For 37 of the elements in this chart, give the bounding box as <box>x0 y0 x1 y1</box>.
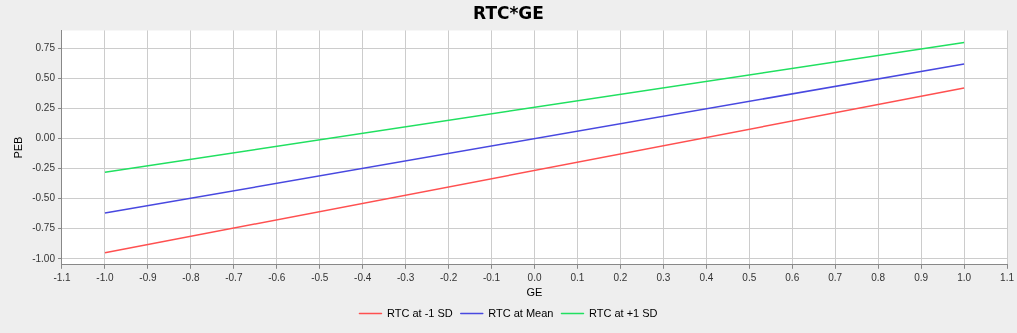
x-axis-title: GE <box>526 286 543 299</box>
x-tick-label: -0.9 <box>139 271 157 283</box>
legend-label: RTC at +1 SD <box>588 306 658 319</box>
y-tick-label: -1.00 <box>32 252 56 264</box>
x-tick-label: 1.1 <box>1000 271 1015 283</box>
x-tick-label: -0.6 <box>268 271 286 283</box>
x-tick-label: -0.1 <box>482 271 501 283</box>
x-tick-label: -0.3 <box>397 271 415 283</box>
x-tick-label: -0.5 <box>311 271 329 283</box>
x-tick-label: -1.0 <box>96 271 114 283</box>
x-tick-label: -0.7 <box>225 271 243 283</box>
x-tick-label: -0.8 <box>182 271 200 283</box>
chart-title: RTC*GE <box>473 2 544 23</box>
x-tick-label: 0.0 <box>527 271 542 283</box>
y-tick-label: -0.25 <box>32 162 56 174</box>
x-tick-label: 0.7 <box>828 271 843 283</box>
y-tick-label: -0.50 <box>32 192 56 204</box>
x-tick-label: 1.0 <box>957 271 972 283</box>
y-axis-title: PEB <box>11 136 24 159</box>
y-tick-label: 0.25 <box>35 102 56 114</box>
legend-label: RTC at Mean <box>488 306 554 319</box>
x-tick-label: -1.1 <box>53 271 72 283</box>
y-tick-label: 0.50 <box>35 72 56 84</box>
y-tick-label: 0.00 <box>35 132 56 144</box>
x-tick-label: 0.5 <box>742 271 757 283</box>
x-tick-label: 0.6 <box>785 271 800 283</box>
x-tick-label: 0.3 <box>656 271 671 283</box>
x-tick-label: 0.8 <box>871 271 886 283</box>
x-tick-label: -0.2 <box>439 271 458 283</box>
x-tick-label: 0.1 <box>570 271 585 283</box>
x-tick-label: 0.4 <box>699 271 714 283</box>
y-tick-label: -0.75 <box>32 222 56 234</box>
x-tick-label: 0.9 <box>914 271 929 283</box>
x-tick-label: 0.2 <box>613 271 628 283</box>
y-tick-label: 0.75 <box>35 42 56 54</box>
legend-label: RTC at -1 SD <box>386 306 453 319</box>
x-tick-label: -0.4 <box>354 271 372 283</box>
